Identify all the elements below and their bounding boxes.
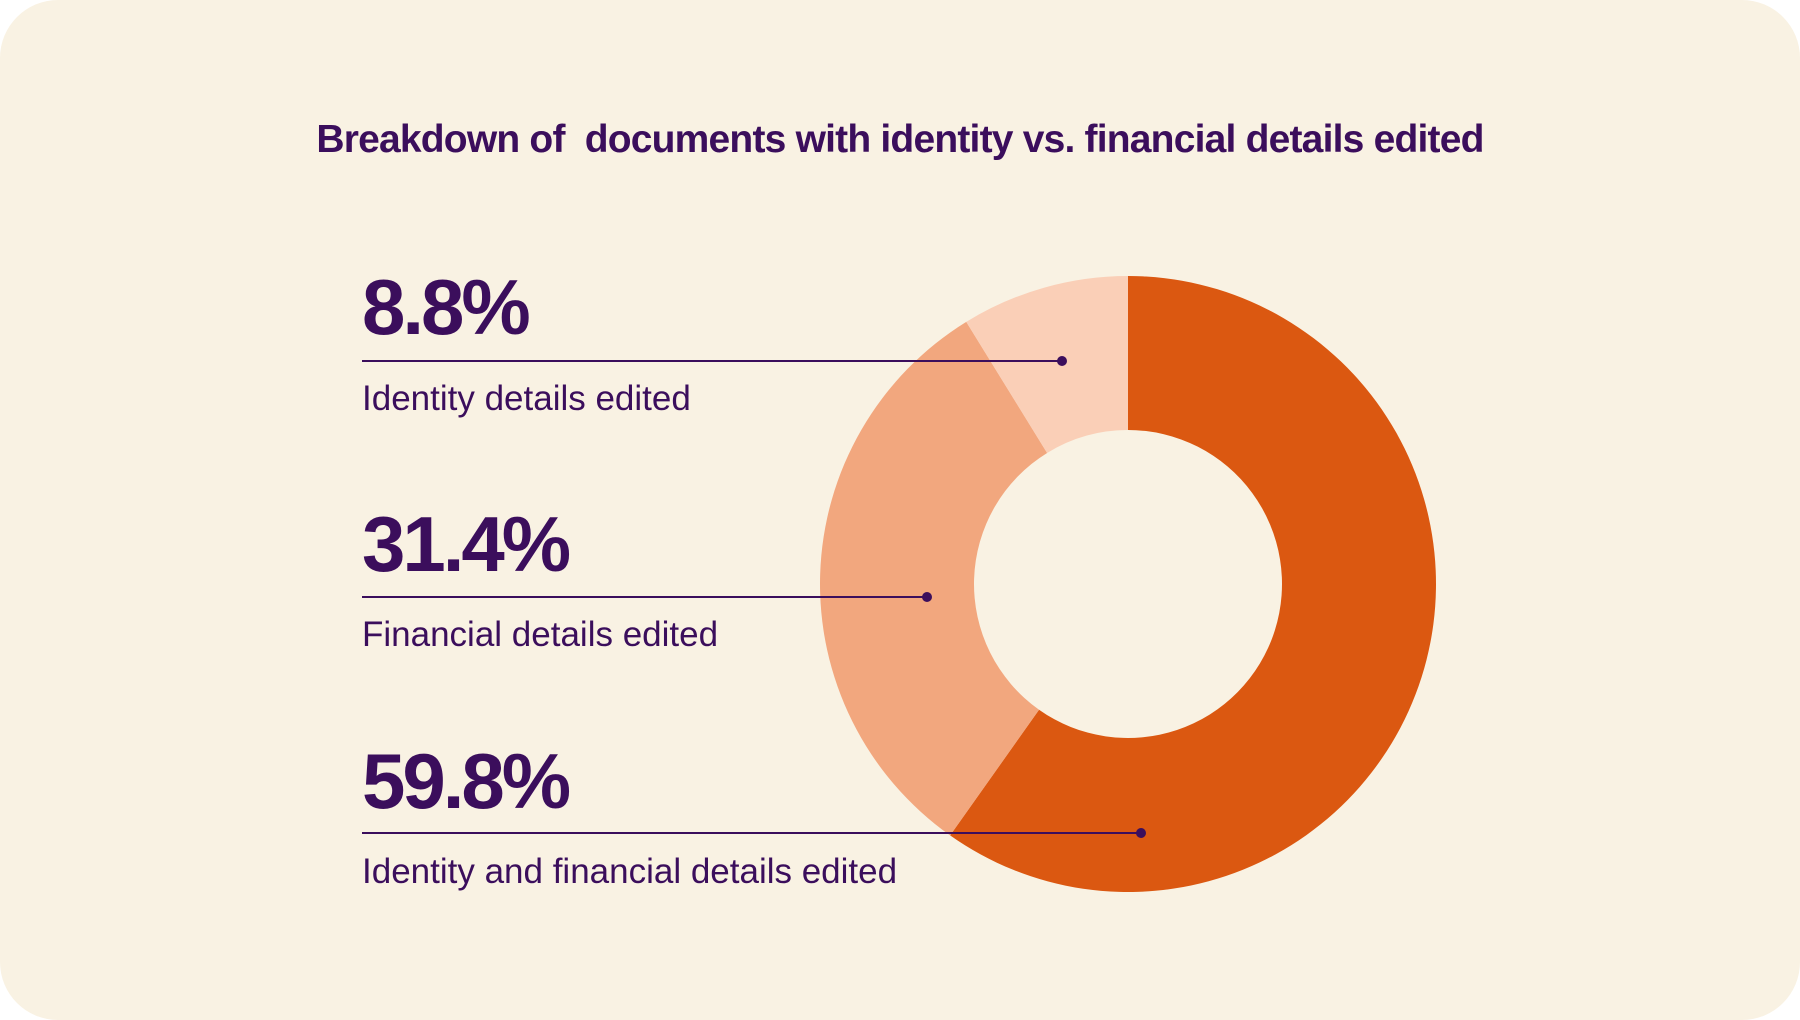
slice-value-identity: 8.8% (362, 263, 531, 351)
slice-value-financial: 31.4% (362, 500, 571, 588)
leader-dot-financial (922, 592, 932, 602)
slice-value-both: 59.8% (362, 737, 571, 825)
leader-dot-both (1136, 828, 1146, 838)
leader-dot-identity (1057, 356, 1067, 366)
chart-title: Breakdown of documents with identity vs.… (316, 118, 1484, 161)
slice-financial (820, 321, 1048, 836)
slice-label-financial: Financial details edited (362, 615, 719, 654)
slice-identity-and-financial (950, 276, 1437, 892)
slice-identity (966, 276, 1128, 453)
slice-label-identity: Identity details edited (362, 379, 691, 418)
slice-label-both: Identity and financial details edited (362, 852, 898, 891)
